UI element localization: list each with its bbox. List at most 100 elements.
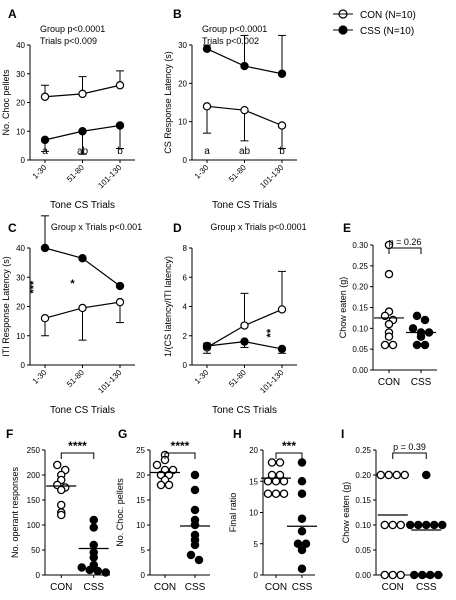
y-tick-label: 20 [136,471,145,480]
series-css-point [240,337,249,346]
series-css-point [78,127,87,136]
point-css [420,340,430,350]
y-tick-label: 0.30 [352,241,368,250]
y-tick-label: 20 [249,446,258,455]
y-tick-label: 0 [183,156,188,165]
panel-letter: H [233,427,242,441]
point-con [384,319,394,329]
point-css [89,553,99,562]
point-css [301,539,311,549]
x-axis-label: Tone CS Trials [212,200,277,211]
point-con [384,470,393,480]
x-tick-label: CSS [416,582,437,593]
series-con-point [40,92,50,101]
x-tick-label: 51-80 [65,163,86,184]
y-tick-label: 6 [183,273,188,282]
point-css [93,566,103,576]
y-tick-label: 0.05 [355,546,371,555]
point-con [152,460,162,470]
x-tick-label: 1-30 [31,163,49,181]
legend-label-con: CON (N=10) [360,10,416,21]
significance-label: p = 0.26 [389,237,422,247]
y-tick-label: 40 [16,41,25,50]
y-tick-label: 0.15 [355,496,371,505]
y-tick-label: 25 [136,446,145,455]
point-css [420,315,430,325]
point-css [297,514,307,524]
y-tick-label: 10 [16,332,25,341]
series-css-point [240,61,249,71]
point-css [190,520,200,530]
point-con [279,489,289,498]
x-axis-label: Tone CS Trials [50,200,115,211]
point-css [297,545,307,555]
panel-i: I 0.00 0.05 0.10 0.15 0.20 0.25 Chow eaten (g) C… [341,427,447,593]
x-tick-label: 101-130 [96,163,124,191]
point-css [408,324,418,333]
group-letter: a [204,146,210,157]
significance-bracket [164,452,196,459]
point-con [400,470,409,480]
y-tick-label: 0.20 [355,471,371,480]
point-css [186,550,196,560]
point-css [297,489,307,498]
point-css [89,523,99,532]
point-con [263,476,273,486]
x-tick-label: CON [154,582,176,593]
x-tick-label: 101-130 [258,368,286,396]
significance-label: p = 0.39 [393,442,426,452]
x-tick-label: 51-80 [227,368,248,389]
y-tick-label: 0.15 [352,304,368,313]
panel-letter: C [8,221,17,235]
x-tick-label: 101-130 [96,368,124,396]
point-css [416,332,426,341]
series-css-point [202,44,212,54]
y-tick-label: 30 [16,273,25,282]
point-con [380,340,390,350]
point-con [392,470,401,480]
significance-bracket [388,247,422,254]
x-tick-label: CSS [83,582,104,593]
legend: CON (N=10) CSS (N=10) [333,9,416,37]
stat-annotation: Group x Trials p<0.0001 [210,222,306,232]
y-tick-label: 0.20 [352,283,368,292]
y-tick-label: 150 [27,496,41,505]
x-tick-label: 101-130 [258,163,286,191]
point-css [293,539,303,549]
point-css [190,505,200,515]
point-con [271,476,281,486]
y-tick-label: 0.00 [355,571,371,580]
series-con-point [115,81,125,90]
y-tick-label: 20 [16,99,25,108]
y-tick-label: 100 [27,521,41,530]
x-tick-label: 51-80 [227,163,248,184]
series-css-point [78,254,87,263]
point-css [89,515,99,525]
y-tick-label: 40 [16,244,25,253]
y-tick-label: 10 [178,118,187,127]
significance-label: *** [282,439,296,453]
point-css [101,568,111,577]
y-tick-label: 2 [183,332,188,341]
series-con-point [240,105,249,115]
point-con [388,520,397,530]
y-tick-label: 0.25 [352,262,368,271]
series-css-point [277,69,287,78]
point-css [297,476,307,486]
y-axis-label: ITI Response Latency (s) [1,256,11,357]
point-con [380,520,389,530]
series-con-point [78,89,87,99]
stat-annotation: Trials p<0.002 [202,36,259,46]
series-css-point [115,281,125,291]
point-con [156,480,166,490]
point-css [417,570,427,580]
panel-h: H 0 5 10 15 20 Final ratio CON CSS *** [228,427,317,593]
x-tick-label: CON [50,582,72,593]
y-tick-label: 15 [136,496,145,505]
point-con [384,269,394,279]
panel-letter: A [8,7,17,21]
panel-c: C 0 10 20 30 40 ITI Response Latency (s) 1-30 51… [1,215,142,416]
point-con [384,332,394,341]
point-con [164,480,174,490]
x-tick-label: CON [382,582,404,593]
